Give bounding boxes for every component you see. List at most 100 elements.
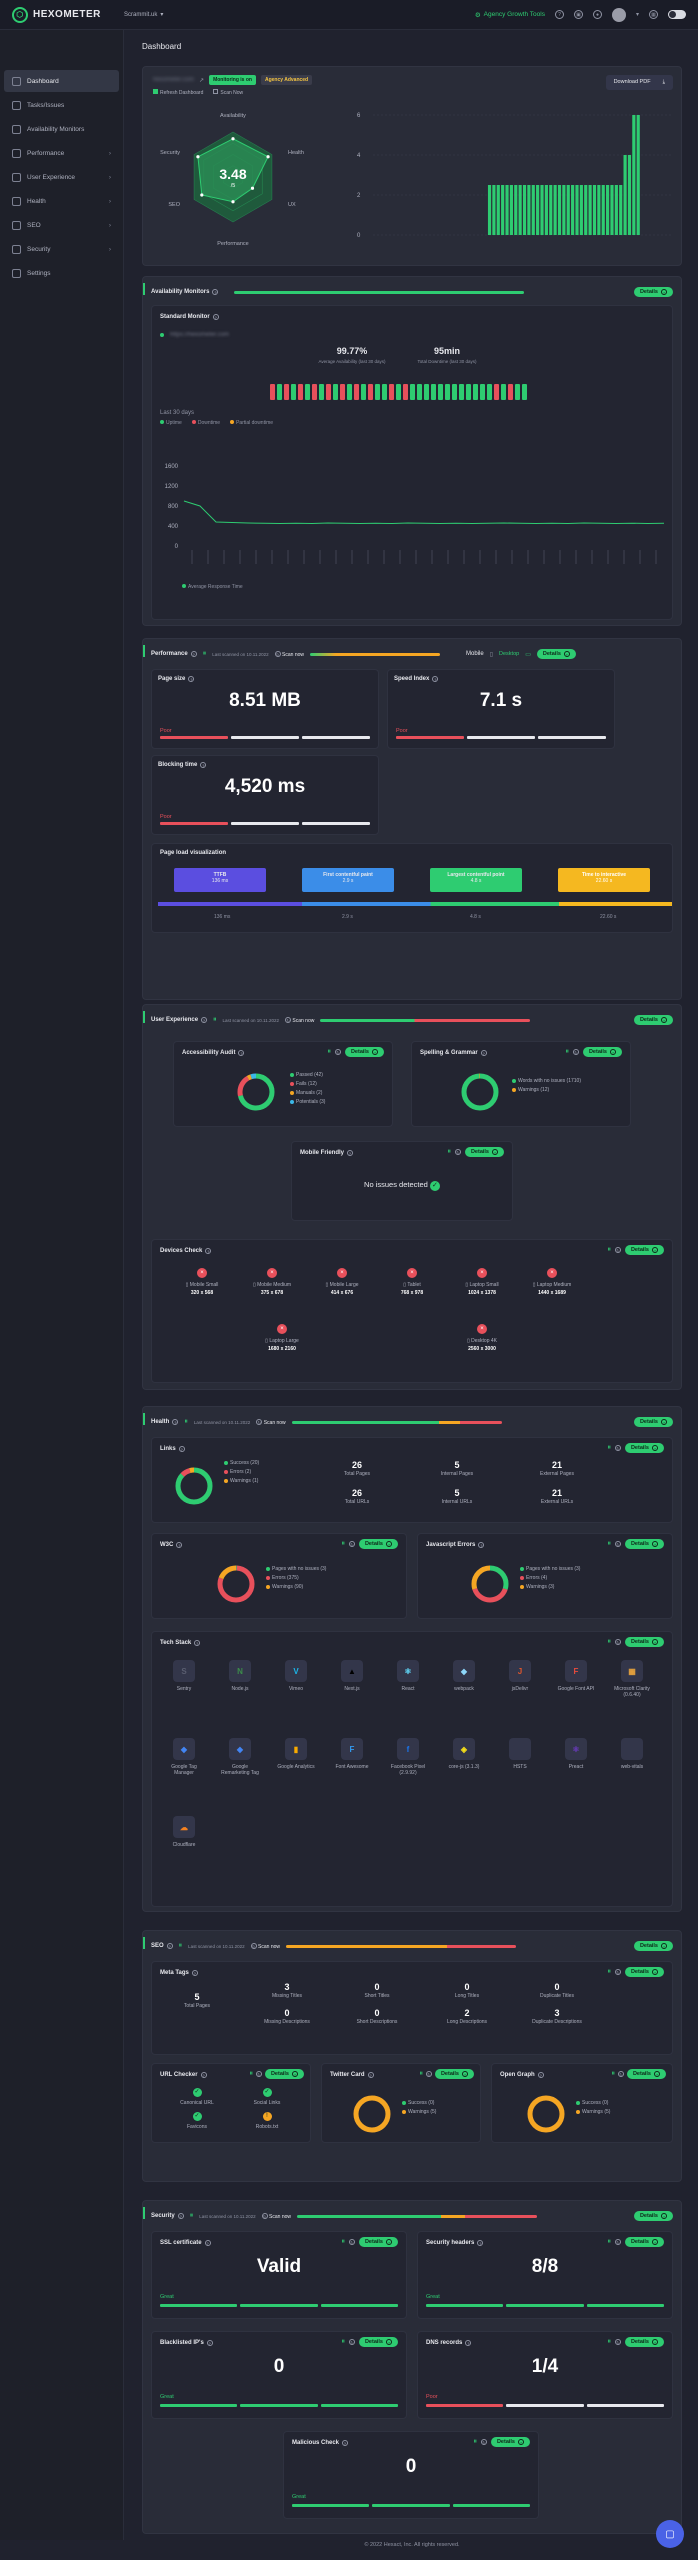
refresh-icon[interactable]: ↻ [454, 1149, 461, 1155]
desktop-icon[interactable]: ▭ [525, 651, 531, 658]
pause-icon[interactable]: ⏸ [607, 1540, 611, 1547]
sidebar-item-settings[interactable]: Settings [4, 262, 119, 284]
scan-now-button[interactable]: ↻ Scan now [285, 1016, 315, 1024]
uptime-day[interactable] [326, 384, 331, 400]
uptime-day[interactable] [361, 384, 366, 400]
malicious-details-button[interactable]: Details › [490, 2437, 530, 2447]
seo-details-button[interactable]: Details › [633, 1941, 673, 1951]
uptime-day[interactable] [424, 384, 429, 400]
help-icon[interactable]: ? [342, 2440, 349, 2446]
help-icon[interactable]: ? [177, 2213, 184, 2219]
scan-now-button[interactable]: ↻ Scan now [261, 2212, 292, 2220]
refresh-icon[interactable]: ↻ [614, 2339, 621, 2345]
scan-now-button[interactable]: ↻ Scan now [256, 1418, 286, 1426]
tech-item[interactable]: S Sentry [162, 1660, 206, 1692]
gift-icon[interactable]: ▣ [573, 10, 583, 19]
device-item[interactable]: × ▯ Desktop 4K 2560 x 3000 [466, 1324, 497, 1352]
pause-icon[interactable]: ⏸ [607, 1638, 611, 1645]
tech-item[interactable]: ⚛ React [386, 1660, 430, 1692]
theme-toggle[interactable] [668, 10, 686, 19]
refresh-icon[interactable]: ↻ [614, 1247, 621, 1253]
uptime-day[interactable] [375, 384, 380, 400]
pause-icon[interactable]: ⏸ [611, 2070, 615, 2077]
uptime-day[interactable] [347, 384, 352, 400]
device-item[interactable]: × ▯ Mobile Small 320 x 568 [185, 1268, 219, 1296]
refresh-icon[interactable]: ↻ [572, 1049, 579, 1055]
dns-details-button[interactable]: Details › [624, 2337, 664, 2347]
chevron-down-icon[interactable]: ▾ [635, 12, 639, 18]
tech-item[interactable]: ☁ Cloudflare [162, 1816, 206, 1848]
tech-item[interactable]: ▲ Next.js [330, 1660, 374, 1692]
help-icon[interactable]: ? [554, 10, 564, 19]
uptime-day[interactable] [522, 384, 527, 400]
uptime-day[interactable] [396, 384, 401, 400]
ssl-details-button[interactable]: Details › [358, 2237, 398, 2247]
performance-details-button[interactable]: Details › [536, 649, 576, 659]
tech-item[interactable]: N Node.js [218, 1660, 262, 1692]
uptime-day[interactable] [466, 384, 471, 400]
tech-item[interactable]: web-vitals [610, 1738, 654, 1770]
uptime-day[interactable] [270, 384, 275, 400]
uptime-day[interactable] [445, 384, 450, 400]
uptime-day[interactable] [501, 384, 506, 400]
device-item[interactable]: × ▯ Tablet 768 x 978 [400, 1268, 424, 1296]
pause-icon[interactable]: ⏸ [607, 2238, 611, 2245]
sidebar-item-tasks-issues[interactable]: Tasks/Issues [4, 94, 119, 116]
devices-details-button[interactable]: Details › [624, 1245, 664, 1255]
pause-icon[interactable]: ⏸ [447, 1148, 451, 1155]
help-icon[interactable]: ? [537, 2072, 544, 2078]
pause-icon[interactable]: ⏸ [327, 1048, 331, 1055]
help-icon[interactable]: ? [178, 1446, 185, 1452]
refresh-icon[interactable]: ↻ [614, 1541, 621, 1547]
tech-details-button[interactable]: Details › [624, 1637, 664, 1647]
uptime-day[interactable] [438, 384, 443, 400]
tech-item[interactable]: ▦ Microsoft Clarity (0.6.40) [610, 1660, 654, 1698]
help-icon[interactable]: ? [200, 762, 207, 768]
links-details-button[interactable]: Details › [624, 1443, 664, 1453]
pause-icon[interactable]: ⏸ [184, 1418, 188, 1425]
pause-icon[interactable]: ⏸ [202, 650, 207, 657]
chat-button[interactable]: ▢ [656, 2520, 684, 2548]
uptime-day[interactable] [459, 384, 464, 400]
refresh-icon[interactable]: ↻ [480, 2439, 487, 2445]
pause-icon[interactable]: ⏸ [607, 1968, 611, 1975]
refresh-icon[interactable]: ↻ [348, 2239, 355, 2245]
spelling-details-button[interactable]: Details › [582, 1047, 622, 1057]
og-details-button[interactable]: Details › [626, 2069, 666, 2079]
device-mobile[interactable]: Mobile [466, 651, 484, 657]
monitor-url[interactable]: https://hexometer.com [170, 332, 230, 338]
sidebar-item-dashboard[interactable]: Dashboard [4, 70, 119, 92]
help-icon[interactable]: ? [188, 676, 195, 682]
pause-icon[interactable]: ⏸ [249, 2070, 253, 2077]
tech-item[interactable]: ⚛ Preact [554, 1738, 598, 1770]
uptime-day[interactable] [333, 384, 338, 400]
help-icon[interactable]: ? [238, 1050, 245, 1056]
pause-icon[interactable]: ⏸ [341, 1540, 345, 1547]
tech-item[interactable]: ◆ Google Remarketing Tag [218, 1738, 262, 1776]
mobile-icon[interactable]: ▯ [489, 651, 494, 658]
help-icon[interactable]: ? [201, 1017, 208, 1023]
sidebar-item-security[interactable]: Security › [4, 238, 119, 260]
pause-icon[interactable]: ⏸ [213, 1016, 217, 1023]
device-item[interactable]: × ▯ Laptop Medium 1440 x 1689 [532, 1268, 572, 1296]
help-icon[interactable]: ? [212, 314, 219, 320]
tech-item[interactable]: ◆ webpack [442, 1660, 486, 1692]
sidebar-item-user-experience[interactable]: User Experience › [4, 166, 119, 188]
help-icon[interactable]: ? [166, 1943, 173, 1949]
workspace-select[interactable]: Scrammit.uk ▾ [124, 11, 164, 19]
uptime-day[interactable] [452, 384, 457, 400]
avatar[interactable] [611, 7, 626, 22]
availability-details-button[interactable]: Details › [633, 287, 673, 297]
agency-tools-link[interactable]: ⚙ Agency Growth Tools [474, 11, 545, 19]
help-icon[interactable]: ? [191, 1970, 198, 1976]
health-details-button[interactable]: Details › [633, 1417, 673, 1427]
pause-icon[interactable]: ⏸ [473, 2438, 477, 2445]
uptime-day[interactable] [277, 384, 282, 400]
accessibility-details-button[interactable]: Details › [344, 1047, 384, 1057]
uptime-day[interactable] [487, 384, 492, 400]
tech-item[interactable]: ▮ Google Analytics [274, 1738, 318, 1770]
help-icon[interactable]: ? [190, 651, 197, 657]
uptime-day[interactable] [389, 384, 394, 400]
uptime-day[interactable] [340, 384, 345, 400]
pause-icon[interactable]: ⏸ [189, 2212, 194, 2219]
